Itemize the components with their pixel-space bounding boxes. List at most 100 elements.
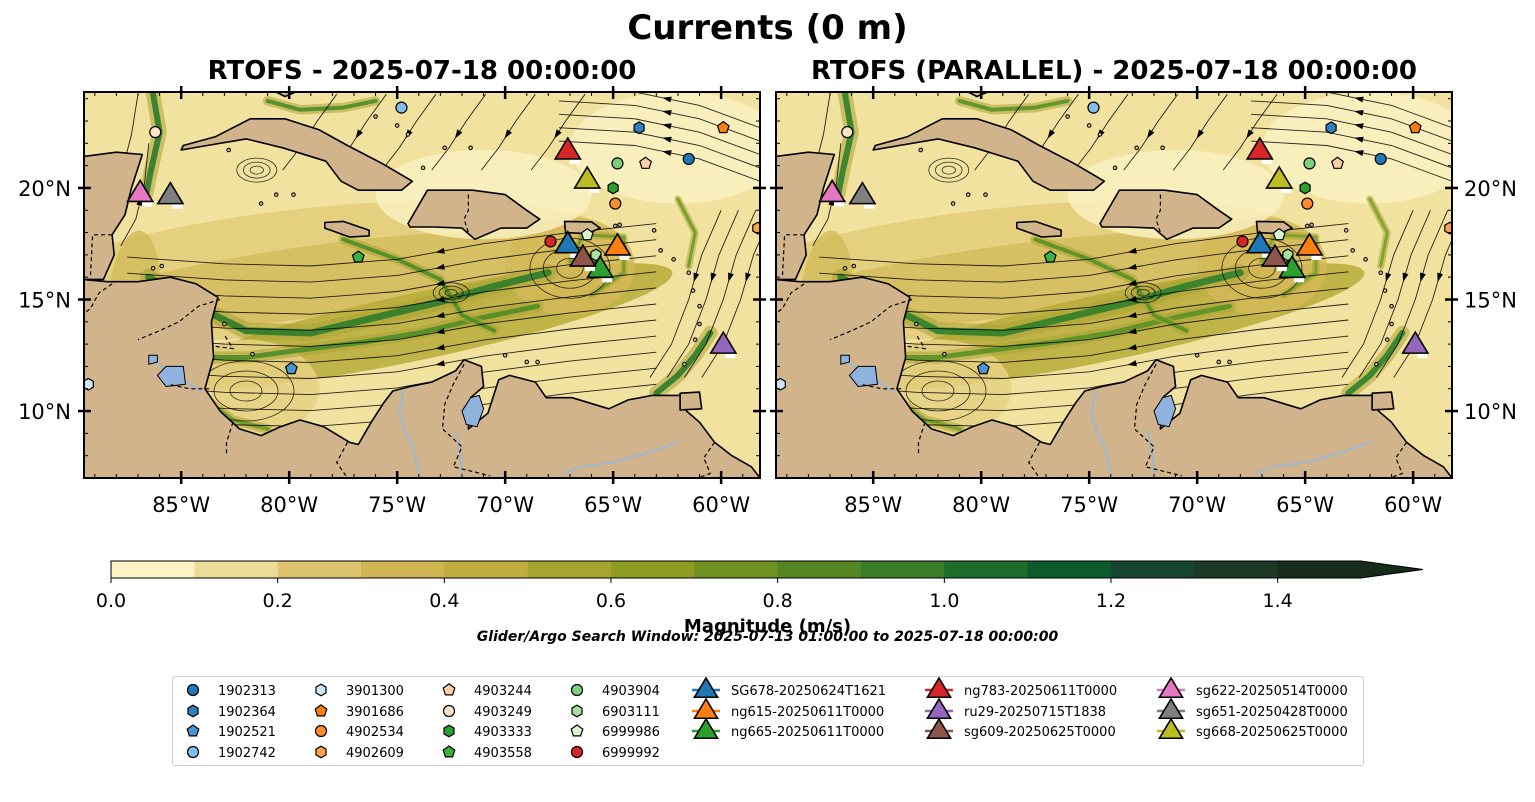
- legend-entry-argo: 4903333: [443, 724, 532, 740]
- argo-float-1902521: [284, 361, 298, 375]
- argo-float-1902364: [1325, 121, 1337, 135]
- colorbar-segment: [1277, 561, 1362, 578]
- panel-title-rtofs: RTOFS - 2025-07-18 00:00:00: [207, 56, 637, 86]
- lon-tick-label: 85°W: [152, 493, 210, 517]
- legend-entry-glider: SG678-20250624T1621: [692, 676, 886, 699]
- lon-tick-label: 85°W: [844, 493, 902, 517]
- argo-float-3901300: [84, 377, 94, 391]
- lat-tick-label: 10°N: [18, 400, 71, 424]
- legend-entry-argo: 6999992: [570, 745, 660, 761]
- legend-label: ng783-20250611T0000: [964, 684, 1117, 699]
- colorbar-tick-label: 1.2: [1096, 590, 1126, 612]
- legend-marker-ru29-20250715T1838: [926, 697, 952, 720]
- legend-label: sg668-20250625T0000: [1196, 725, 1348, 740]
- glider-sg622-20250514T0000: [818, 178, 847, 203]
- lat-tick-label: 10°N: [1464, 400, 1517, 424]
- colorbar-segment: [111, 561, 195, 578]
- legend-entries: 1902313 1902364 1902521 1902742 3901300 39016…: [186, 676, 1348, 761]
- argo-float-6999992: [544, 235, 557, 248]
- colorbar-segment: [1111, 561, 1195, 578]
- figure-title: Currents (0 m): [627, 8, 908, 48]
- glider-sg651-20250428T0000: [156, 181, 185, 205]
- land-yucatan: [776, 151, 836, 281]
- argo-float-4903244: [1331, 156, 1345, 169]
- lon-tick-label: 80°W: [260, 493, 318, 517]
- glider-sg651-20250428T0000: [848, 181, 877, 205]
- legend-entry-glider: ng665-20250611T0000: [692, 717, 884, 740]
- legend-marker-4903558: [442, 745, 456, 758]
- colorbar-label: Magnitude (m/s): [683, 616, 852, 637]
- land-puertorico: [563, 220, 601, 235]
- glider-ng783-20250611T0000: [553, 136, 582, 160]
- legend-marker-4903333: [443, 724, 455, 738]
- legend-label: ru29-20250715T1838: [964, 705, 1106, 720]
- panel-title-rtofs-parallel: RTOFS (PARALLEL) - 2025-07-18 00:00:00: [811, 56, 1417, 86]
- legend-label: sg609-20250625T0000: [964, 725, 1116, 740]
- legend-marker-4903904: [570, 683, 584, 697]
- legend-marker-SG678-20250624T1621: [693, 676, 719, 699]
- argo-float-3901686: [716, 120, 730, 134]
- legend-entry-glider: sg651-20250428T0000: [1157, 697, 1348, 720]
- argo-float-3901686: [1408, 120, 1422, 134]
- glider-markers: [126, 136, 738, 359]
- glider-sg609-20250625T0000: [1260, 243, 1289, 267]
- legend-label: 3901686: [346, 705, 404, 720]
- legend-label: 1902364: [218, 705, 276, 720]
- legend-entry-glider: ng615-20250611T0000: [692, 697, 884, 720]
- legend-marker-ng665-20250611T0000: [693, 717, 719, 740]
- legend-entry-glider: sg668-20250625T0000: [1157, 717, 1348, 740]
- argo-float-4902609: [1444, 221, 1452, 235]
- glider-ng615-20250611T0000: [603, 232, 632, 256]
- legend-entry-argo: 4903249: [442, 704, 532, 720]
- colorbar-segment: [194, 561, 279, 578]
- colorbar-tick-label: 1.0: [929, 590, 959, 612]
- legend-marker-sg609-20250625T0000: [926, 717, 952, 740]
- colorbar-segment: [694, 561, 779, 578]
- glider-sg609-20250625T0000: [568, 243, 597, 267]
- land-trinidad: [679, 391, 703, 411]
- colorbar: 0.0 0.2 0.4 0.6 0.8 1.0 1.2 1.4: [96, 560, 1424, 612]
- colorbar-extend-arrow: [1361, 561, 1423, 578]
- legend-label: 4903904: [602, 684, 660, 699]
- legend-marker-3901686: [314, 704, 328, 717]
- lon-tick-label: 65°W: [1276, 493, 1334, 517]
- argo-float-1902521: [976, 361, 990, 375]
- glider-ng615-20250611T0000: [1295, 232, 1324, 256]
- colorbar-tick-label: 0.8: [763, 590, 793, 612]
- legend-marker-sg651-20250428T0000: [1158, 697, 1184, 720]
- glider-ru29-20250715T1838: [709, 330, 738, 354]
- argo-float-4903333: [1299, 181, 1311, 195]
- legend-entry-argo: 1902521: [186, 724, 276, 740]
- legend-label: 4903558: [474, 746, 532, 761]
- lon-tick-label: 60°W: [692, 493, 750, 517]
- lat-tick-label: 15°N: [1464, 289, 1517, 313]
- legend-label: 4903249: [474, 705, 532, 720]
- glider-markers: [818, 136, 1430, 359]
- legend-marker-4902609: [315, 745, 327, 759]
- legend-label: 3901300: [346, 684, 404, 699]
- legend-label: 1902742: [218, 746, 276, 761]
- legend-label: ng665-20250611T0000: [731, 725, 884, 740]
- map-panel-rtofs: 85°W 80°W 75°W 70°W 65°W 60°W 10°N 15°N 20°N: [18, 86, 766, 517]
- legend-marker-4903249: [442, 704, 456, 718]
- glider-ng783-20250611T0000: [1245, 136, 1274, 160]
- glider-sg668-20250625T0000: [1265, 165, 1294, 189]
- legend-marker-6999986: [570, 724, 584, 737]
- glider-sg622-20250514T0000: [126, 178, 155, 203]
- colorbar-segment: [1194, 561, 1279, 578]
- legend-entry-argo: 1902364: [187, 704, 276, 720]
- legend-label: 1902521: [218, 725, 276, 740]
- legend-label: sg651-20250428T0000: [1196, 705, 1348, 720]
- lon-tick-label: 75°W: [368, 493, 426, 517]
- legend-entry-glider: ru29-20250715T1838: [925, 697, 1106, 720]
- legend-marker-1902742: [186, 745, 200, 759]
- colorbar-segment: [527, 561, 612, 578]
- colorbar-segment: [361, 561, 445, 578]
- colorbar-segment: [944, 561, 1029, 578]
- current-field: [84, 92, 760, 478]
- argo-float-1902742: [1087, 101, 1100, 114]
- legend-entry-argo: 4903904: [570, 683, 660, 699]
- glider-SG678-20250624T1621: [553, 230, 582, 254]
- colorbar-tick-label: 0.2: [263, 590, 293, 612]
